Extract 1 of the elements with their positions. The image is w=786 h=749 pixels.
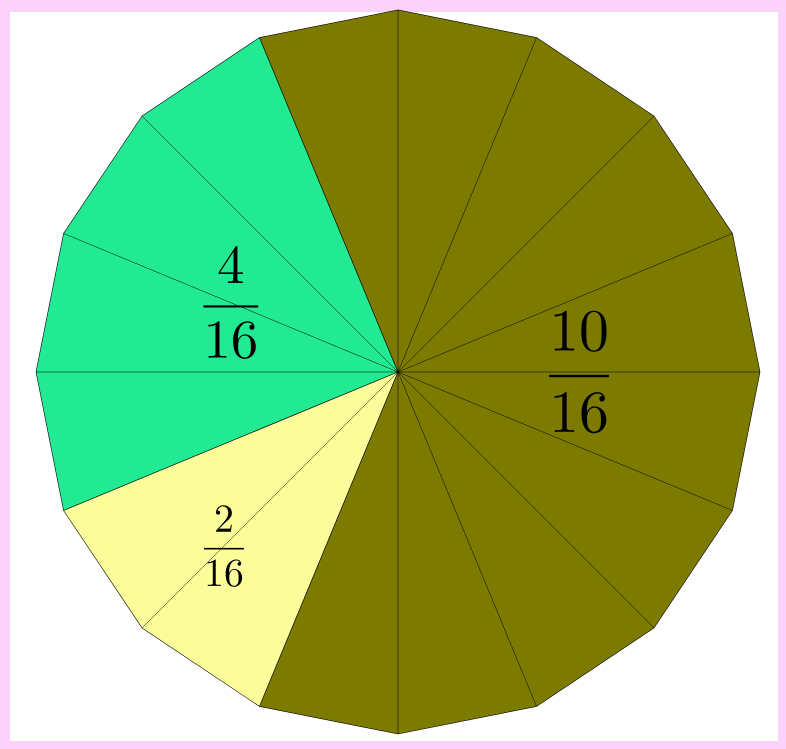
data-label: $\frac{10}{16}$ (549, 310, 609, 434)
